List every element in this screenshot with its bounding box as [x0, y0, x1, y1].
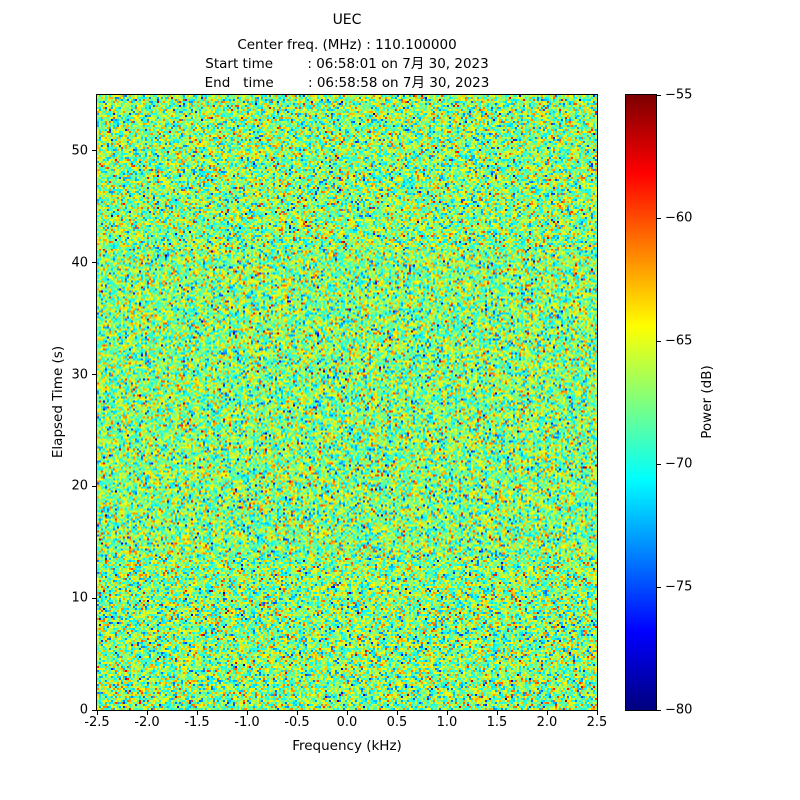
chart-info-block: Center freq. (MHz) : 110.100000 Start ti…: [97, 36, 597, 93]
y-tick-mark: [92, 598, 96, 599]
y-tick-label: 50: [38, 143, 88, 158]
x-tick-label: -1.5: [184, 715, 209, 730]
colorbar-tick-label: −65: [665, 334, 692, 349]
y-tick-mark: [92, 710, 96, 711]
info-center-freq: Center freq. (MHz) : 110.100000: [97, 36, 597, 55]
colorbar-tick-mark: [657, 341, 661, 342]
info-end-time: End time : 06:58:58 on 7月 30, 2023: [97, 74, 597, 93]
y-tick-label: 10: [38, 591, 88, 606]
spectrogram-plot-area: [96, 94, 598, 711]
colorbar-tick-mark: [657, 710, 661, 711]
x-tick-label: 1.5: [487, 715, 508, 730]
x-tick-label: -2.5: [84, 715, 109, 730]
colorbar-tick-label: −80: [665, 703, 692, 718]
x-tick-label: 0.5: [387, 715, 408, 730]
colorbar-label: Power (dB): [699, 365, 715, 438]
spectrogram-figure: UEC Center freq. (MHz) : 110.100000 Star…: [0, 0, 800, 800]
x-tick-label: 0.0: [337, 715, 358, 730]
colorbar-tick-label: −55: [665, 88, 692, 103]
y-axis-label: Elapsed Time (s): [50, 346, 66, 458]
y-tick-label: 0: [38, 703, 88, 718]
x-tick-label: -1.0: [234, 715, 259, 730]
colorbar-gradient-canvas: [626, 95, 656, 710]
chart-title: UEC: [97, 12, 597, 28]
x-tick-label: -2.0: [134, 715, 159, 730]
spectrogram-heatmap-canvas: [97, 95, 597, 710]
y-tick-label: 30: [38, 367, 88, 382]
y-tick-mark: [92, 486, 96, 487]
y-tick-mark: [92, 150, 96, 151]
colorbar-tick-label: −60: [665, 211, 692, 226]
info-start-time: Start time : 06:58:01 on 7月 30, 2023: [97, 55, 597, 74]
y-tick-label: 20: [38, 479, 88, 494]
y-tick-mark: [92, 262, 96, 263]
x-axis-label: Frequency (kHz): [97, 738, 597, 754]
colorbar-tick-label: −75: [665, 580, 692, 595]
colorbar-tick-mark: [657, 587, 661, 588]
y-tick-mark: [92, 374, 96, 375]
x-tick-label: -0.5: [284, 715, 309, 730]
y-tick-label: 40: [38, 255, 88, 270]
x-tick-label: 1.0: [437, 715, 458, 730]
colorbar: [625, 94, 657, 711]
colorbar-tick-label: −70: [665, 457, 692, 472]
x-tick-label: 2.0: [537, 715, 558, 730]
x-tick-label: 2.5: [587, 715, 608, 730]
colorbar-tick-mark: [657, 464, 661, 465]
colorbar-tick-mark: [657, 218, 661, 219]
colorbar-tick-mark: [657, 95, 661, 96]
